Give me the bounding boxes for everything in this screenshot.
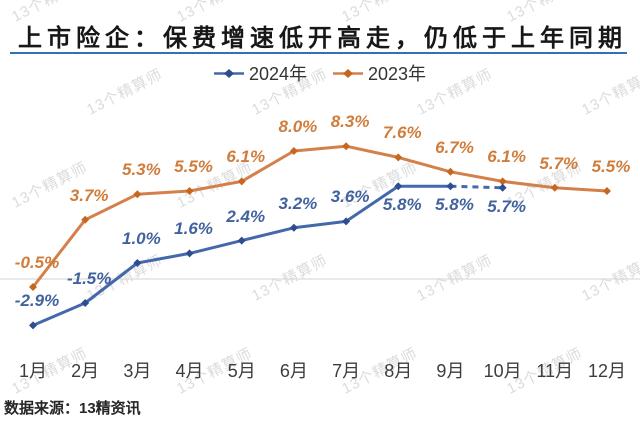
data-point-marker: [394, 182, 403, 191]
data-point-marker: [498, 183, 507, 192]
data-point-marker: [133, 259, 142, 267]
data-point-marker: [237, 177, 246, 186]
legend-item-2024: 2024年: [213, 60, 307, 86]
data-point-marker: [185, 187, 194, 195]
data-point-marker: [394, 153, 403, 162]
chart-legend: 2024年 2023年: [0, 60, 640, 86]
title-underline: [10, 52, 627, 54]
data-point-marker: [81, 215, 90, 224]
page-title: 上市险企：保费增速低开高走，仍低于上年同期: [18, 25, 627, 52]
data-point-marker: [289, 147, 298, 155]
legend-marker-2024-icon: [213, 68, 244, 78]
data-point-marker: [602, 187, 611, 195]
data-point-marker: [133, 190, 142, 199]
series-line-dashed-2024年: [450, 184, 503, 190]
series-line-2024年: [32, 184, 451, 327]
data-point-marker: [185, 249, 194, 258]
data-point-marker: [29, 321, 37, 330]
data-point-marker: [289, 223, 298, 232]
data-source: 数据来源：13精资讯: [4, 400, 141, 417]
data-point-marker: [550, 183, 559, 192]
data-point-marker: [342, 142, 351, 151]
data-point-marker: [237, 236, 246, 245]
legend-label-2024: 2024年: [248, 64, 307, 84]
legend-item-2023: 2023年: [333, 60, 426, 86]
data-point-marker: [29, 283, 37, 291]
legend-marker-2023-icon: [333, 68, 363, 78]
data-point-marker: [446, 182, 455, 191]
data-point-marker: [498, 177, 507, 186]
data-point-marker: [342, 217, 351, 226]
data-point-marker: [446, 167, 455, 176]
series-line-2023年: [31, 144, 608, 288]
legend-label-2023: 2023年: [368, 64, 427, 84]
data-point-marker: [81, 299, 90, 307]
